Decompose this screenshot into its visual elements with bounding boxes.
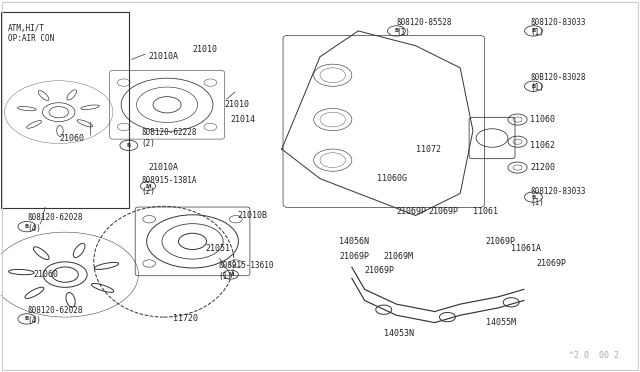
Text: 21010A: 21010A bbox=[148, 163, 178, 172]
Text: M: M bbox=[228, 272, 234, 277]
Text: 21060: 21060 bbox=[60, 134, 84, 142]
Text: B: B bbox=[25, 224, 29, 229]
Text: 21060: 21060 bbox=[34, 270, 59, 279]
Text: 21069P: 21069P bbox=[396, 207, 426, 217]
Text: ß08120-62028
(4): ß08120-62028 (4) bbox=[27, 213, 83, 232]
Text: ß08120-83033
(1): ß08120-83033 (1) bbox=[531, 187, 586, 207]
Text: 11072: 11072 bbox=[416, 145, 441, 154]
Text: ATM,HI/T
OP:AIR CON: ATM,HI/T OP:AIR CON bbox=[8, 23, 54, 43]
Text: B: B bbox=[531, 28, 536, 33]
Text: B: B bbox=[531, 195, 536, 199]
Text: 21069P: 21069P bbox=[365, 266, 395, 275]
Text: 21069P: 21069P bbox=[537, 259, 566, 268]
Text: 21069P: 21069P bbox=[428, 207, 458, 217]
Text: 11060: 11060 bbox=[531, 115, 556, 124]
Text: B: B bbox=[394, 28, 399, 33]
Text: 14056N: 14056N bbox=[339, 237, 369, 246]
Text: 14055M: 14055M bbox=[486, 318, 516, 327]
Text: ß08915-13610
(1): ß08915-13610 (1) bbox=[218, 261, 273, 280]
Text: 11061A: 11061A bbox=[511, 244, 541, 253]
Text: 14053N: 14053N bbox=[384, 329, 413, 338]
Text: M: M bbox=[145, 183, 150, 189]
Text: ß08915-1381A
(2): ß08915-1381A (2) bbox=[141, 176, 197, 196]
Text: B: B bbox=[25, 317, 29, 321]
Text: ^2 0  00 2: ^2 0 00 2 bbox=[570, 350, 620, 359]
Text: 11720: 11720 bbox=[173, 314, 198, 323]
Text: B: B bbox=[127, 143, 131, 148]
Text: 11061: 11061 bbox=[473, 207, 498, 217]
Text: 11062: 11062 bbox=[531, 141, 556, 150]
Text: 21014: 21014 bbox=[231, 115, 256, 124]
Text: 21051: 21051 bbox=[205, 244, 230, 253]
Text: 21069M: 21069M bbox=[384, 251, 413, 261]
Text: ß08120-62028
(4): ß08120-62028 (4) bbox=[27, 305, 83, 325]
Text: ß0B120-83028
(1): ß0B120-83028 (1) bbox=[531, 73, 586, 92]
Text: 11060G: 11060G bbox=[378, 174, 407, 183]
Text: 21069P: 21069P bbox=[486, 237, 516, 246]
Text: 21010B: 21010B bbox=[237, 211, 267, 220]
Text: 21010: 21010 bbox=[225, 100, 250, 109]
Text: 21010A: 21010A bbox=[148, 52, 178, 61]
Text: ß08120-83033
(1): ß08120-83033 (1) bbox=[531, 17, 586, 37]
Text: ß08120-85528
(1): ß08120-85528 (1) bbox=[396, 17, 452, 37]
Text: 21010: 21010 bbox=[193, 45, 218, 54]
Text: 21069P: 21069P bbox=[339, 251, 369, 261]
Text: ß0B120-62228
(2): ß0B120-62228 (2) bbox=[141, 128, 197, 148]
Text: B: B bbox=[531, 84, 536, 89]
Text: 21200: 21200 bbox=[531, 163, 556, 172]
